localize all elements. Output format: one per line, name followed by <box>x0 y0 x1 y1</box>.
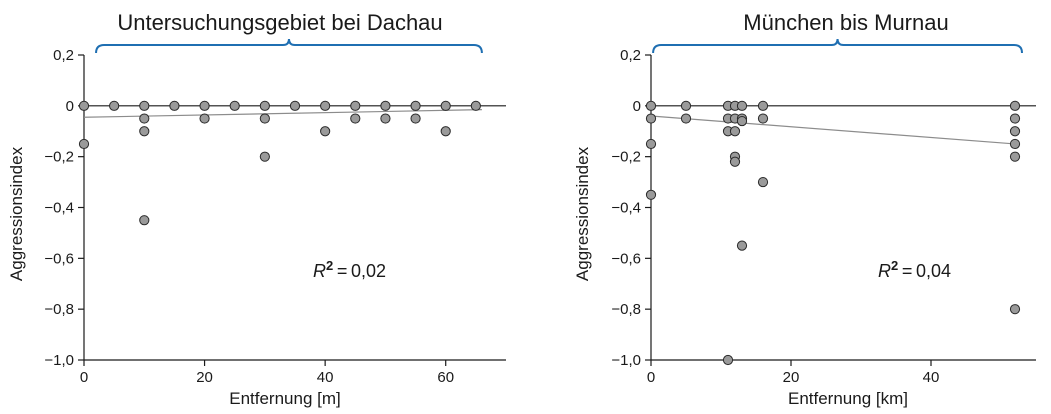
data-point <box>350 100 361 111</box>
data-point <box>1009 113 1021 124</box>
y-tick-label: −0,8 <box>44 301 74 318</box>
data-point <box>199 100 210 111</box>
y-tick-label: −0,4 <box>611 200 641 217</box>
data-point <box>645 138 657 150</box>
x-tick-label: 60 <box>437 369 454 386</box>
x-tick-label: 40 <box>923 369 940 386</box>
data-point <box>722 354 734 366</box>
data-point <box>380 113 391 124</box>
data-point <box>470 100 481 111</box>
y-tick-label: 0 <box>66 98 74 115</box>
data-point <box>78 100 90 111</box>
y-tick-label: 0,2 <box>620 47 641 64</box>
data-point <box>320 126 331 137</box>
data-point <box>729 126 741 137</box>
x-tick-label: 0 <box>647 369 655 386</box>
y-tick-label: 0,2 <box>53 47 74 64</box>
bracket-brace <box>652 38 1023 54</box>
data-point <box>139 100 150 111</box>
y-axis-title: Aggressionsindex <box>573 146 592 281</box>
data-point <box>78 138 90 150</box>
y-tick-label: 0 <box>633 98 641 115</box>
data-point <box>440 100 451 111</box>
data-point <box>1009 126 1021 137</box>
x-tick-label: 20 <box>783 369 800 386</box>
y-tick-label: −0,4 <box>44 200 74 217</box>
data-point <box>680 113 692 124</box>
data-point <box>1009 151 1021 162</box>
y-tick-label: −1,0 <box>611 352 641 369</box>
regression-line <box>650 115 1016 145</box>
data-point <box>259 100 270 111</box>
y-tick-label: −0,6 <box>611 250 641 267</box>
y-tick-label: −0,2 <box>611 149 641 166</box>
y-tick-label: −1,0 <box>44 352 74 369</box>
data-point <box>380 100 391 111</box>
data-point <box>757 100 769 111</box>
y-tick-label: −0,8 <box>611 301 641 318</box>
r-squared-annotation: R2 = 0,02 <box>313 258 386 281</box>
data-point <box>259 113 270 124</box>
data-point <box>645 113 657 124</box>
data-point <box>320 100 331 111</box>
x-axis-title: Entfernung [km] <box>788 389 908 408</box>
y-tick-label: −0,6 <box>44 250 74 267</box>
data-point <box>350 113 361 124</box>
data-point <box>757 113 769 124</box>
data-point <box>736 115 748 127</box>
data-point <box>1009 138 1021 150</box>
chart-title: München bis Murnau <box>743 10 948 35</box>
data-point <box>736 240 748 251</box>
data-point <box>729 156 741 167</box>
data-point <box>410 113 421 124</box>
r-squared-annotation: R2 = 0,04 <box>878 258 951 281</box>
data-point <box>1009 100 1021 111</box>
data-point <box>440 126 451 137</box>
chart-title: Untersuchungsgebiet bei Dachau <box>117 10 442 35</box>
data-point <box>229 100 240 111</box>
data-point <box>199 113 210 124</box>
data-point <box>289 100 301 111</box>
data-point <box>139 113 150 124</box>
x-axis-title: Entfernung [m] <box>229 389 341 408</box>
data-point <box>169 100 180 111</box>
data-point <box>109 100 120 111</box>
y-tick-label: −0,2 <box>44 149 74 166</box>
data-point <box>139 215 150 226</box>
data-point <box>259 151 270 162</box>
data-point <box>645 189 657 200</box>
x-tick-label: 40 <box>317 369 334 386</box>
data-point <box>757 176 769 188</box>
data-point <box>680 100 692 111</box>
data-point <box>139 126 150 137</box>
data-point <box>1009 304 1021 315</box>
chart-dachau: Untersuchungsgebiet bei Dachau Aggressio… <box>7 10 506 408</box>
data-point <box>410 100 421 111</box>
data-point <box>645 100 657 111</box>
bracket-brace <box>95 38 483 54</box>
x-tick-label: 0 <box>80 369 88 386</box>
x-tick-label: 20 <box>196 369 213 386</box>
data-point <box>736 100 748 111</box>
y-axis-title: Aggressionsindex <box>7 146 26 281</box>
chart-muenchen-murnau: München bis Murnau Aggressionsindex Entf… <box>573 10 1036 408</box>
